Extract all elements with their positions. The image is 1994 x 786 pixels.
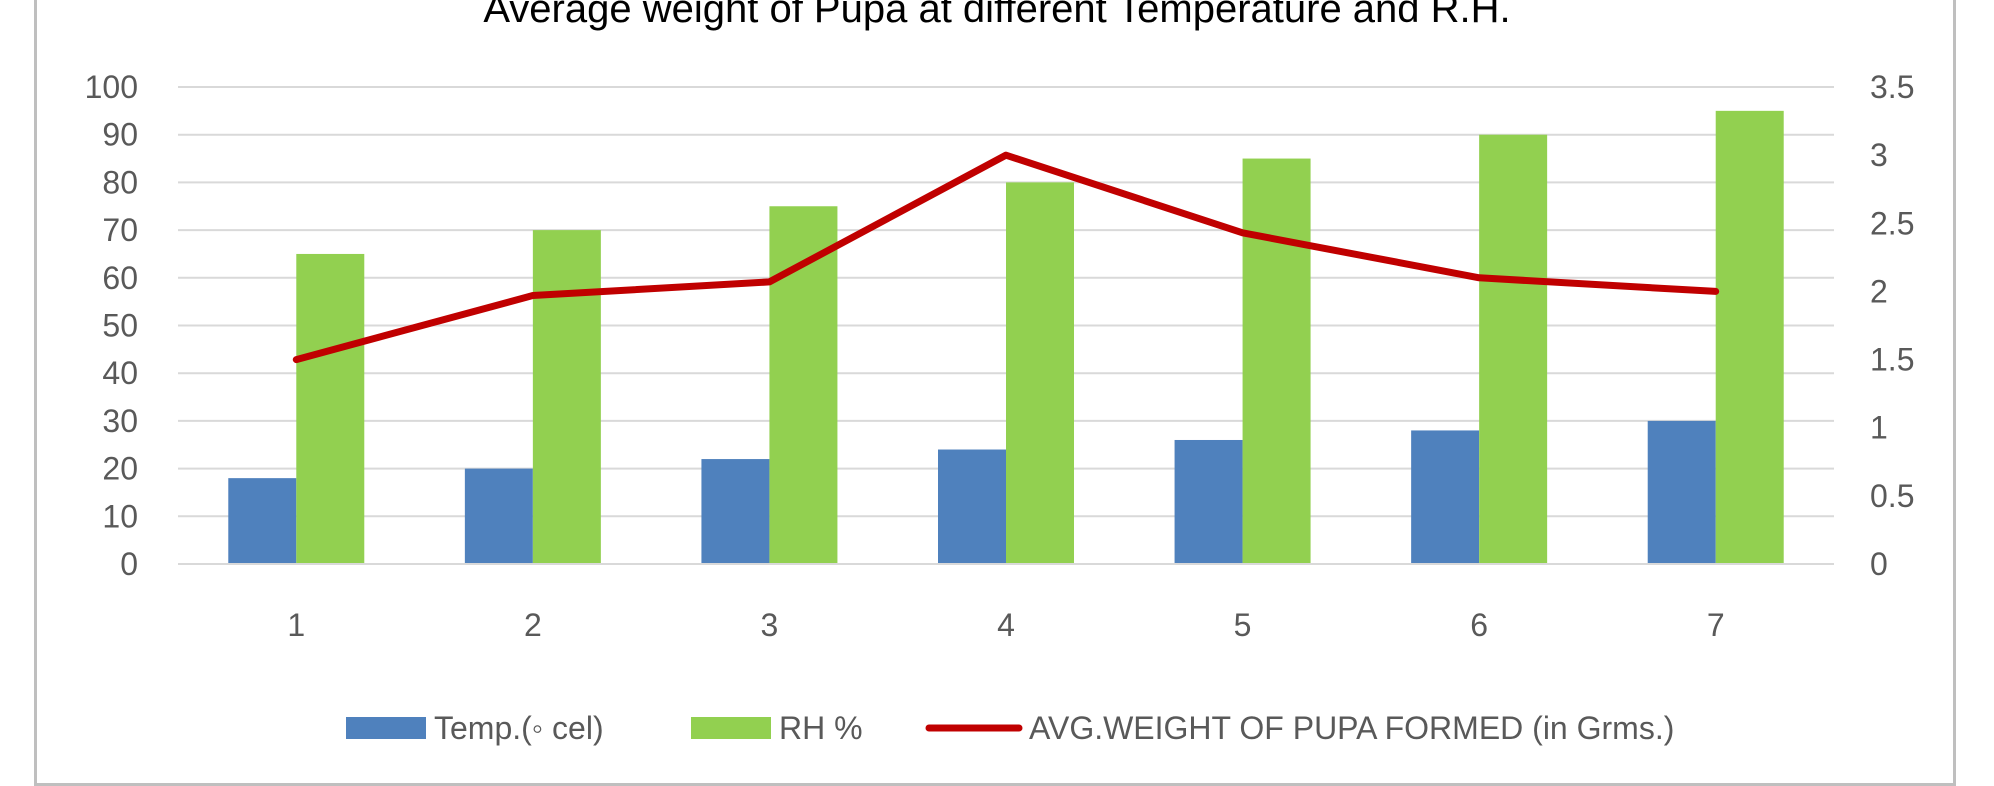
bar-temp xyxy=(701,459,770,564)
bar-rh xyxy=(1715,110,1784,564)
primary-y-axis: 0 10 20 30 40 50 60 70 80 90 100 xyxy=(85,69,138,582)
legend-swatch xyxy=(691,717,771,739)
legend-item-avg-weight: AVG.WEIGHT OF PUPA FORMED (in Grms.) xyxy=(925,710,1674,746)
bar-rh xyxy=(1006,182,1074,564)
y2-tick-label: 1 xyxy=(1870,410,1888,446)
bar-temp xyxy=(1647,420,1716,564)
legend-label: RH % xyxy=(779,710,863,746)
y-tick-label: 30 xyxy=(102,403,138,439)
y-tick-label: 100 xyxy=(85,69,138,105)
y-tick-label: 90 xyxy=(102,117,138,153)
y2-tick-label: 0.5 xyxy=(1870,478,1914,514)
y-tick-label: 80 xyxy=(102,164,138,200)
avg-weight-point xyxy=(1478,276,1481,279)
y2-tick-label: 3 xyxy=(1870,137,1888,173)
avg-weight-point xyxy=(1241,231,1244,234)
y-tick-label: 10 xyxy=(102,498,138,534)
avg-weight-point xyxy=(1714,290,1717,293)
legend-label: AVG.WEIGHT OF PUPA FORMED (in Grms.) xyxy=(1029,710,1674,746)
y2-tick-label: 0 xyxy=(1870,546,1888,582)
x-tick-label: 4 xyxy=(997,607,1015,643)
x-tick-label: 3 xyxy=(761,607,779,643)
bar-rh xyxy=(296,253,365,564)
bar-rh xyxy=(1479,134,1548,564)
avg-weight-point xyxy=(531,294,534,297)
x-tick-label: 5 xyxy=(1234,607,1252,643)
y2-tick-label: 3.5 xyxy=(1870,69,1914,105)
bar-series xyxy=(228,110,1784,565)
legend-item-rh: RH % xyxy=(691,710,863,746)
secondary-y-axis: 0 0.5 1 1.5 2 2.5 3 3.5 xyxy=(1870,69,1914,582)
legend-swatch xyxy=(346,717,426,739)
y-tick-label: 40 xyxy=(102,355,138,391)
y2-tick-label: 2 xyxy=(1870,273,1888,309)
avg-weight-point xyxy=(768,280,771,283)
x-tick-label: 2 xyxy=(524,607,542,643)
line-series xyxy=(292,151,1720,364)
bar-temp xyxy=(464,468,533,564)
bar-temp xyxy=(1174,439,1243,564)
bar-rh xyxy=(1242,158,1311,565)
bar-temp xyxy=(228,478,297,564)
legend: Temp.(◦ cel) RH % AVG.WEIGHT OF PUPA FORME… xyxy=(346,710,1674,746)
legend-label: Temp.(◦ cel) xyxy=(434,710,604,746)
avg-weight-point xyxy=(295,358,298,361)
avg-weight-point xyxy=(1005,154,1007,157)
bar-rh xyxy=(532,230,601,564)
legend-item-temp: Temp.(◦ cel) xyxy=(346,710,604,746)
y-tick-label: 20 xyxy=(102,451,138,487)
x-tick-label: 1 xyxy=(287,607,305,643)
x-axis: 1 2 3 4 5 6 7 xyxy=(178,563,1834,643)
y-tick-label: 0 xyxy=(120,546,138,582)
x-tick-label: 6 xyxy=(1470,607,1488,643)
y-tick-label: 60 xyxy=(102,260,138,296)
y-tick-label: 50 xyxy=(102,308,138,344)
y2-tick-label: 1.5 xyxy=(1870,342,1914,378)
x-tick-label: 7 xyxy=(1707,607,1725,643)
chart-title: Average weight of Pupa at different Temp… xyxy=(483,0,1510,31)
bar-temp xyxy=(1411,430,1480,564)
y-tick-label: 70 xyxy=(102,212,138,248)
y2-tick-label: 2.5 xyxy=(1870,205,1914,241)
bar-temp xyxy=(938,449,1006,564)
